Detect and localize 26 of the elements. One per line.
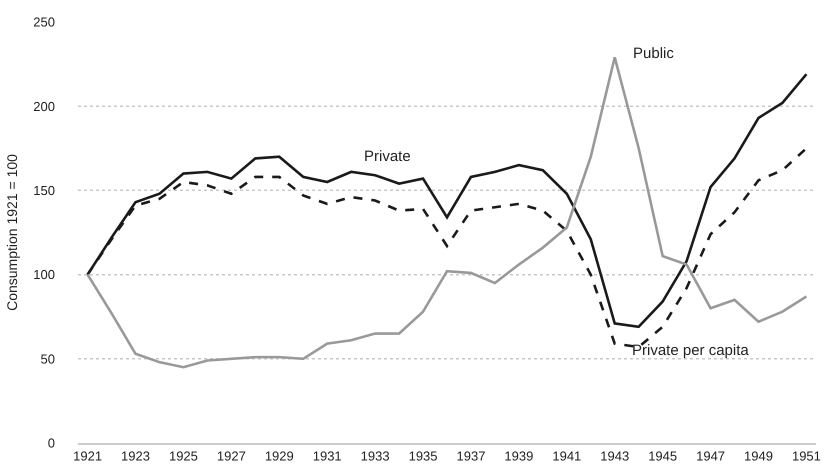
y-tick-label: 0 [48, 436, 55, 451]
x-tick-label: 1939 [504, 448, 534, 464]
y-tick-label: 200 [33, 98, 55, 114]
y-tick-label: 50 [40, 351, 55, 366]
x-tick-label: 1931 [312, 448, 342, 464]
x-tick-label: 1933 [360, 448, 390, 464]
series-label: Public [633, 45, 674, 62]
x-tick-label: 1951 [792, 448, 821, 464]
x-tick-label: 1923 [121, 448, 150, 464]
y-tick-label: 250 [33, 14, 55, 30]
series-label: Private per capita [632, 342, 750, 359]
series-label: Private [364, 148, 411, 165]
x-tick-label: 1937 [456, 448, 486, 464]
x-tick-label: 1949 [744, 448, 773, 464]
x-tick-label: 1929 [264, 448, 294, 464]
x-tick-label: 1921 [73, 448, 102, 464]
y-axis-title: Consumption 1921 = 100 [4, 154, 20, 311]
x-tick-label: 1947 [696, 448, 726, 464]
x-tick-label: 1943 [600, 448, 630, 464]
y-tick-label: 100 [33, 267, 55, 282]
x-tick-label: 1935 [408, 448, 438, 464]
x-tick-label: 1941 [552, 448, 582, 464]
y-tick-label: 150 [33, 182, 55, 198]
x-tick-label: 1925 [168, 448, 198, 464]
x-tick-label: 1945 [648, 448, 678, 464]
x-tick-label: 1927 [216, 448, 246, 464]
